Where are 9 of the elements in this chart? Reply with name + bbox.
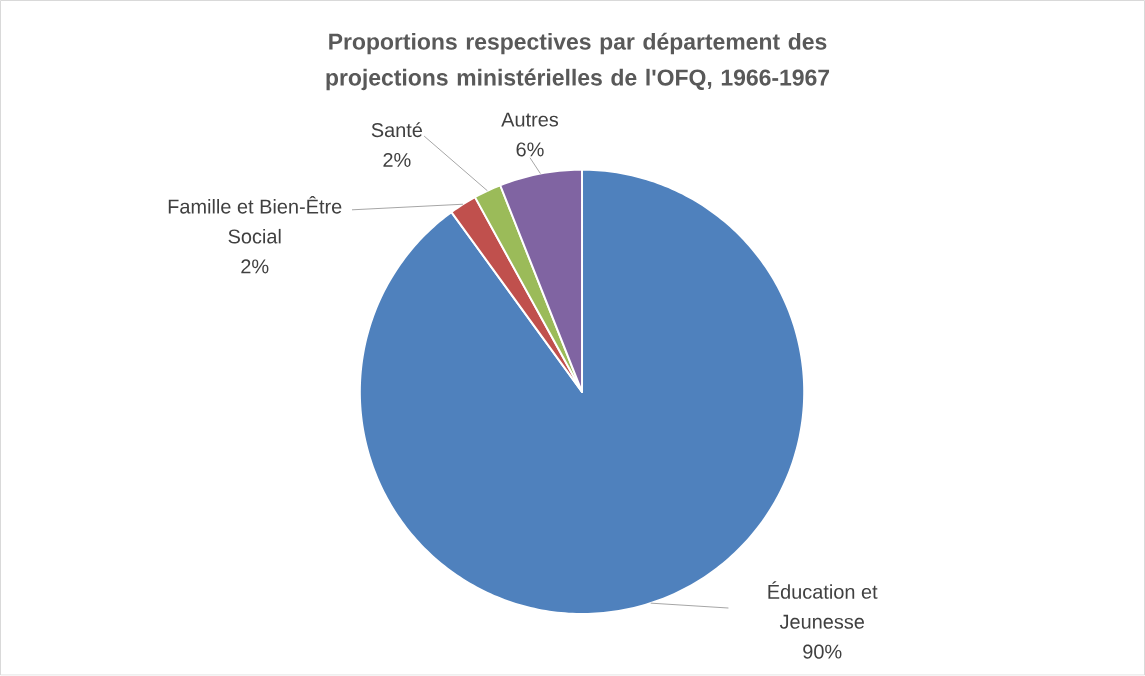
slice-label: Éducation et Jeunesse <box>768 581 878 629</box>
chart-title: Proportions respectives par département des projections ministérielles de l'OFQ, 1966-1967 <box>326 32 830 91</box>
slice-label: Autres <box>501 112 559 127</box>
data-label: 6% <box>516 142 544 157</box>
slice-label: Famille et Bien-Être Social <box>168 196 342 244</box>
slice-label: Santé <box>371 122 423 138</box>
data-label: 2% <box>383 153 411 168</box>
data-label: 90% <box>803 644 842 659</box>
data-label: 2% <box>241 259 269 274</box>
